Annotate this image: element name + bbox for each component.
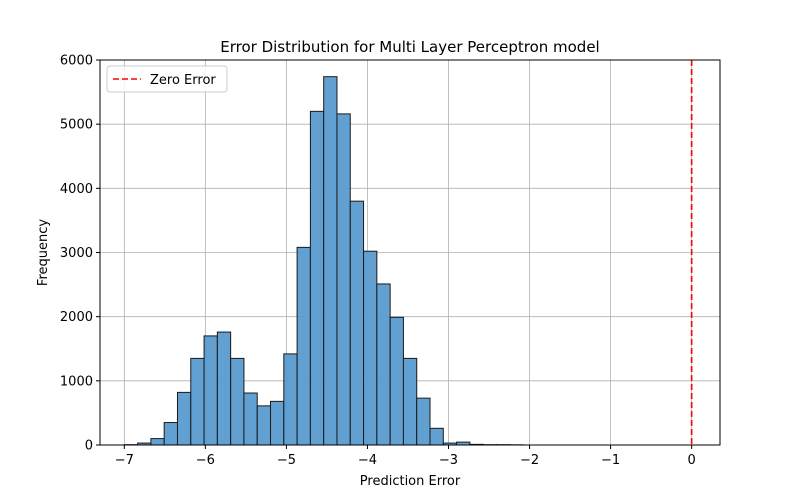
chart-title: Error Distribution for Multi Layer Perce… <box>220 38 599 56</box>
y-tick-label-4: 4000 <box>60 182 93 197</box>
x-axis-label: Prediction Error <box>360 474 461 489</box>
x-ticks: −7 −6 −5 −4 −3 −2 −1 0 <box>115 445 696 468</box>
y-tick-label-6: 6000 <box>60 54 93 69</box>
histogram-bar-22 <box>416 397 431 446</box>
histogram-bar-17 <box>349 200 365 446</box>
y-tick-label-1: 1000 <box>60 374 93 389</box>
histogram-bar-13 <box>296 246 311 446</box>
x-tick-label-7: 0 <box>687 453 695 468</box>
histogram-bar-5 <box>190 357 205 446</box>
x-tick-label-1: −6 <box>196 453 215 468</box>
histogram-bar-11 <box>270 400 285 446</box>
legend: Zero Error <box>106 65 228 93</box>
histogram-bar-21 <box>402 357 418 446</box>
histogram-bar-10 <box>256 405 272 446</box>
y-tick-label-3: 3000 <box>60 246 93 261</box>
y-tick-label-0: 0 <box>85 439 93 454</box>
histogram-bar-16 <box>336 113 351 446</box>
y-axis-label: Frequency <box>36 219 51 286</box>
legend-label-zero-error: Zero Error <box>150 73 216 88</box>
grid-layer <box>100 59 720 446</box>
histogram-bar-23 <box>429 427 444 446</box>
histogram-bar-8 <box>230 357 245 446</box>
x-tick-label-6: −1 <box>601 453 620 468</box>
y-ticks: 0 1000 2000 3000 4000 5000 6000 <box>60 54 100 454</box>
x-tick-label-5: −2 <box>520 453 539 468</box>
histogram-bar-3 <box>163 422 178 446</box>
y-tick-label-2: 2000 <box>60 310 93 325</box>
histogram-bar-6 <box>203 335 218 446</box>
x-tick-label-4: −3 <box>439 453 458 468</box>
x-tick-label-2: −5 <box>277 453 296 468</box>
x-tick-label-0: −7 <box>115 453 134 468</box>
histogram-bar-20 <box>389 316 404 446</box>
histogram-bar-14 <box>309 110 325 446</box>
y-tick-label-5: 5000 <box>60 118 93 133</box>
histogram-bar-12 <box>283 353 298 446</box>
histogram-bar-19 <box>376 283 391 446</box>
histogram-bar-15 <box>323 76 338 446</box>
histogram-bar-4 <box>176 391 192 446</box>
histogram-bar-7 <box>216 331 232 446</box>
histogram-bar-18 <box>363 250 378 446</box>
bars-layer <box>123 76 524 446</box>
x-tick-label-3: −4 <box>358 453 377 468</box>
legend-box <box>106 65 228 93</box>
histogram-bar-2 <box>150 438 165 446</box>
histogram-bar-9 <box>243 392 258 446</box>
